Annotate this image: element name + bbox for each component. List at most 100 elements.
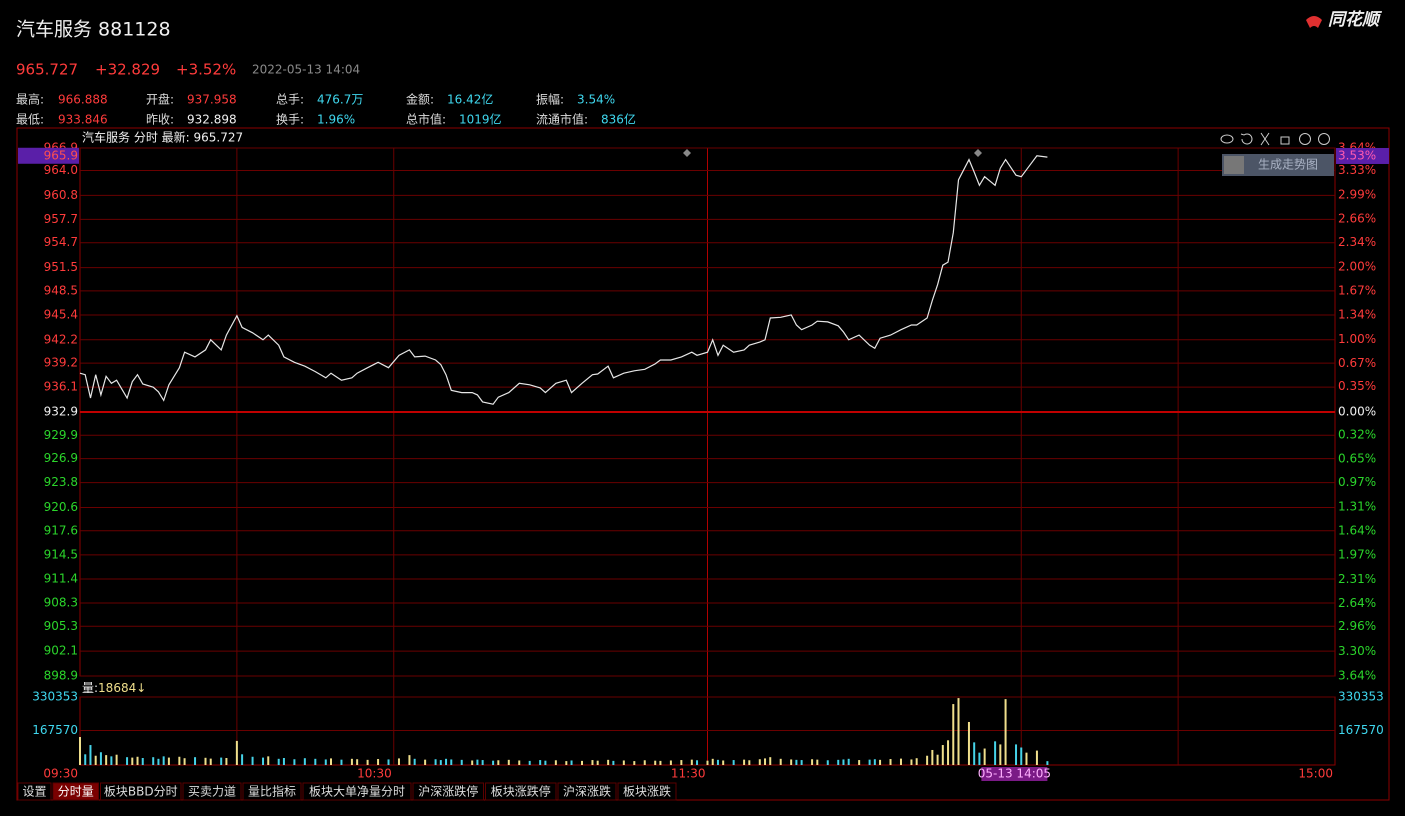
y-tick-label: 929.9 — [44, 428, 78, 442]
change-pct: +3.52% — [176, 61, 236, 79]
tab[interactable] — [242, 782, 302, 801]
volume-bar — [507, 759, 510, 765]
stat-value: 933.846 — [58, 113, 108, 127]
tab[interactable] — [617, 782, 677, 801]
y-tick-label: 942.2 — [44, 332, 78, 346]
stat-value: 937.958 — [187, 93, 237, 107]
stat-label: 开盘: — [146, 92, 174, 107]
stat-label: 总手: — [276, 93, 304, 107]
trend-button[interactable] — [1222, 154, 1334, 176]
volume-bar — [225, 758, 228, 765]
volume-bar — [696, 760, 699, 765]
volume-bar — [115, 754, 118, 765]
volume-bar — [152, 757, 155, 765]
tab[interactable] — [485, 782, 557, 801]
tab[interactable] — [52, 782, 99, 801]
volume-arrow: ↓ — [136, 681, 146, 695]
volume-bar — [424, 759, 427, 765]
tab-label[interactable]: 沪深涨跌 — [563, 784, 611, 799]
icon-zoom-out[interactable] — [1318, 133, 1330, 145]
volume-bar — [973, 742, 976, 765]
stat-label: 昨收: — [146, 113, 174, 127]
volume-bar — [800, 760, 803, 765]
stat-label: 金额: — [406, 92, 434, 107]
stat-value: 836亿 — [601, 112, 636, 127]
stat-label: 总市值: — [406, 112, 446, 127]
tab[interactable] — [100, 782, 182, 801]
stat-value: 3.54% — [577, 93, 615, 107]
tab-label[interactable]: 买卖力道 — [188, 785, 236, 799]
volume-bar — [397, 758, 400, 765]
tab[interactable] — [17, 782, 52, 801]
volume-bar — [183, 758, 186, 765]
volume-bar — [868, 759, 871, 765]
icon-undo[interactable] — [1240, 133, 1253, 145]
tab-label[interactable]: 板块涨跌 — [623, 784, 671, 799]
tab[interactable] — [557, 782, 617, 801]
volume-bar — [554, 760, 557, 765]
volume-bar — [528, 760, 531, 765]
tab[interactable] — [182, 782, 242, 801]
y-tick-label: 926.9 — [44, 451, 78, 465]
tab-label[interactable]: 板块涨跌停 — [491, 784, 551, 799]
volume-bar — [889, 759, 892, 765]
right-marker-box — [1336, 147, 1389, 164]
volume-bar — [267, 756, 270, 765]
icon-cut[interactable] — [1260, 132, 1270, 146]
logo-icon — [1306, 16, 1322, 28]
stat-value: 1019亿 — [459, 112, 502, 127]
volume-bar — [769, 757, 772, 765]
volume-bar — [110, 756, 113, 765]
icon-eye[interactable] — [1220, 134, 1234, 144]
volume-bar — [471, 760, 474, 765]
volume-bar — [303, 758, 306, 765]
logo-text: 同花顺 — [1328, 10, 1383, 30]
volume-bar — [983, 748, 986, 765]
volume-bar — [366, 759, 369, 765]
y2-tick-label: 0.35% — [1338, 379, 1376, 393]
trend-button-text[interactable]: 生成走势图 — [1258, 158, 1318, 172]
tab[interactable] — [302, 782, 412, 801]
y-tick-label: 957.7 — [44, 212, 78, 226]
volume-bar — [795, 759, 798, 765]
volume-bar — [167, 757, 170, 765]
volume-bar — [622, 760, 625, 765]
tab[interactable] — [412, 782, 484, 801]
volume-bar — [1025, 752, 1028, 765]
stat-label: 最高: — [16, 92, 44, 107]
y-tick-label: 951.5 — [44, 260, 78, 274]
tab-label[interactable]: 分时量 — [58, 785, 94, 799]
volume-bar — [978, 752, 981, 765]
y2-tick-label: 0.97% — [1338, 475, 1376, 489]
tab-label[interactable]: 量比指标 — [248, 784, 296, 799]
volume-bar — [204, 757, 207, 765]
volume-bar — [518, 760, 521, 765]
volume-bar — [936, 754, 939, 765]
volume-bar — [235, 740, 238, 765]
volume-bar — [1020, 747, 1023, 765]
y2-tick-label: 2.34% — [1338, 235, 1376, 249]
price: 965.727 — [16, 61, 78, 79]
tab-label[interactable]: 板块大单净量分时 — [309, 785, 405, 799]
volume-bar — [356, 759, 359, 765]
volume-bar — [858, 760, 861, 765]
y-tick-label: 902.1 — [44, 644, 78, 658]
volume-bar — [967, 721, 970, 765]
tab-label[interactable]: 沪深涨跌停 — [418, 784, 478, 799]
y-tick-label: 914.5 — [44, 547, 78, 561]
y2-tick-label: 1.97% — [1338, 547, 1376, 561]
chart-caption: 汽车服务 分时 最新: 965.727 — [82, 130, 243, 145]
x-tick-label: 10:30 — [357, 767, 392, 781]
volume-bar — [126, 757, 129, 765]
volume-bar — [131, 757, 134, 765]
x-tick-label: 11:30 — [671, 767, 706, 781]
tab-label[interactable]: 设置 — [22, 785, 46, 799]
icon-lock[interactable] — [1280, 136, 1290, 145]
time: 2022-05-13 14:04 — [252, 63, 360, 77]
tab-label[interactable]: 板块BBD分时 — [104, 785, 178, 799]
toolbar-icons[interactable] — [1220, 132, 1330, 146]
volume-bar — [277, 758, 280, 765]
icon-zoom-in[interactable] — [1299, 133, 1311, 145]
y2-tick-label: 1.64% — [1338, 523, 1376, 537]
